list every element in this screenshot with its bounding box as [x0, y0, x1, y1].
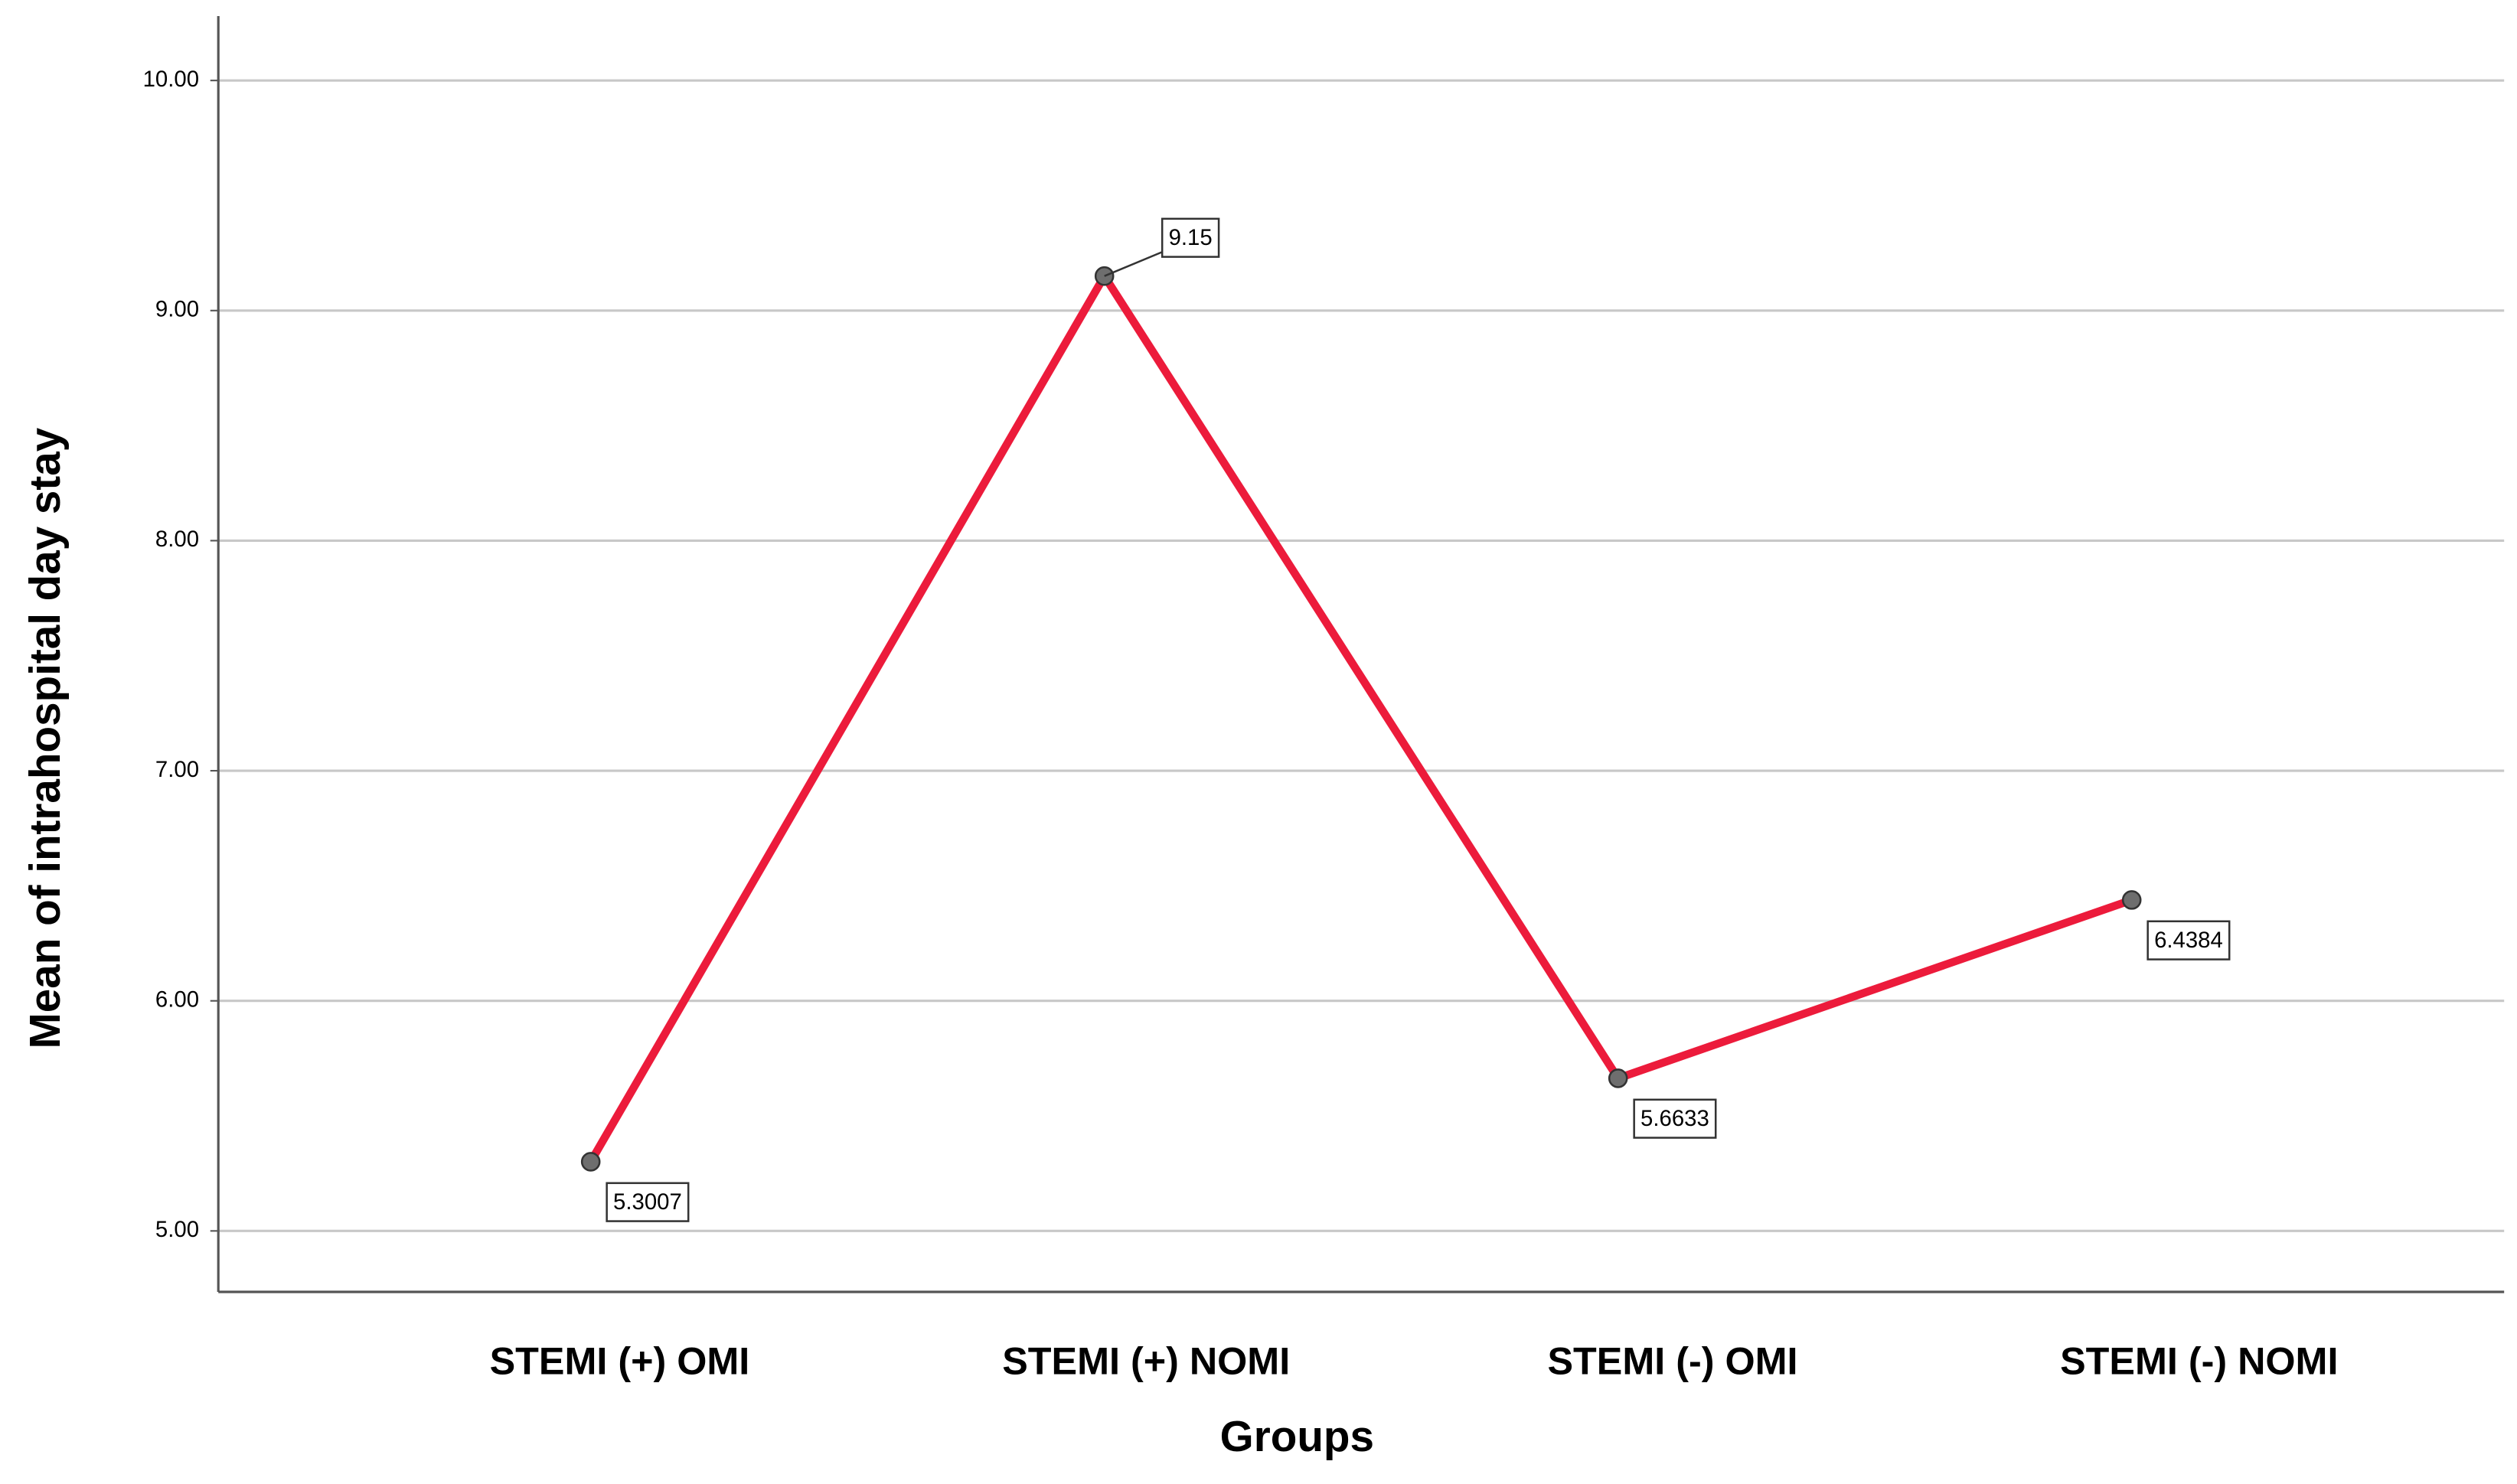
y-tick-label: 9.00: [155, 297, 199, 322]
y-tick-label: 5.00: [155, 1217, 199, 1242]
value-label-box: [1161, 217, 1220, 258]
x-tick-label: STEMI (-) OMI: [1548, 1339, 1798, 1383]
x-tick-label: STEMI (+) OMI: [490, 1339, 750, 1383]
value-label: 9.15: [1169, 225, 1213, 250]
point-marker: [2121, 890, 2142, 910]
value-label: 6.4384: [2154, 928, 2223, 953]
y-tick-label: 8.00: [155, 527, 199, 552]
y-tick-label: 7.00: [155, 757, 199, 782]
leader-line: [1104, 251, 1163, 277]
y-tick-label: 6.00: [155, 987, 199, 1012]
series-line: [587, 272, 2133, 1164]
value-label-box: [606, 1182, 690, 1222]
point-marker: [1608, 1068, 1628, 1088]
x-tick-label: STEMI (-) NOMI: [2060, 1339, 2338, 1383]
value-label: 5.3007: [613, 1189, 682, 1215]
x-axis-title: Groups: [1220, 1412, 1374, 1460]
value-label-box: [1633, 1098, 1717, 1139]
y-axis-title: Mean of intrahospital day stay: [21, 427, 69, 1049]
x-tick-label: STEMI (+) NOMI: [1002, 1339, 1290, 1383]
value-label-box: [2146, 920, 2231, 961]
point-marker: [580, 1152, 601, 1172]
value-label: 5.6633: [1640, 1106, 1709, 1131]
y-tick-label: 10.00: [143, 67, 199, 92]
